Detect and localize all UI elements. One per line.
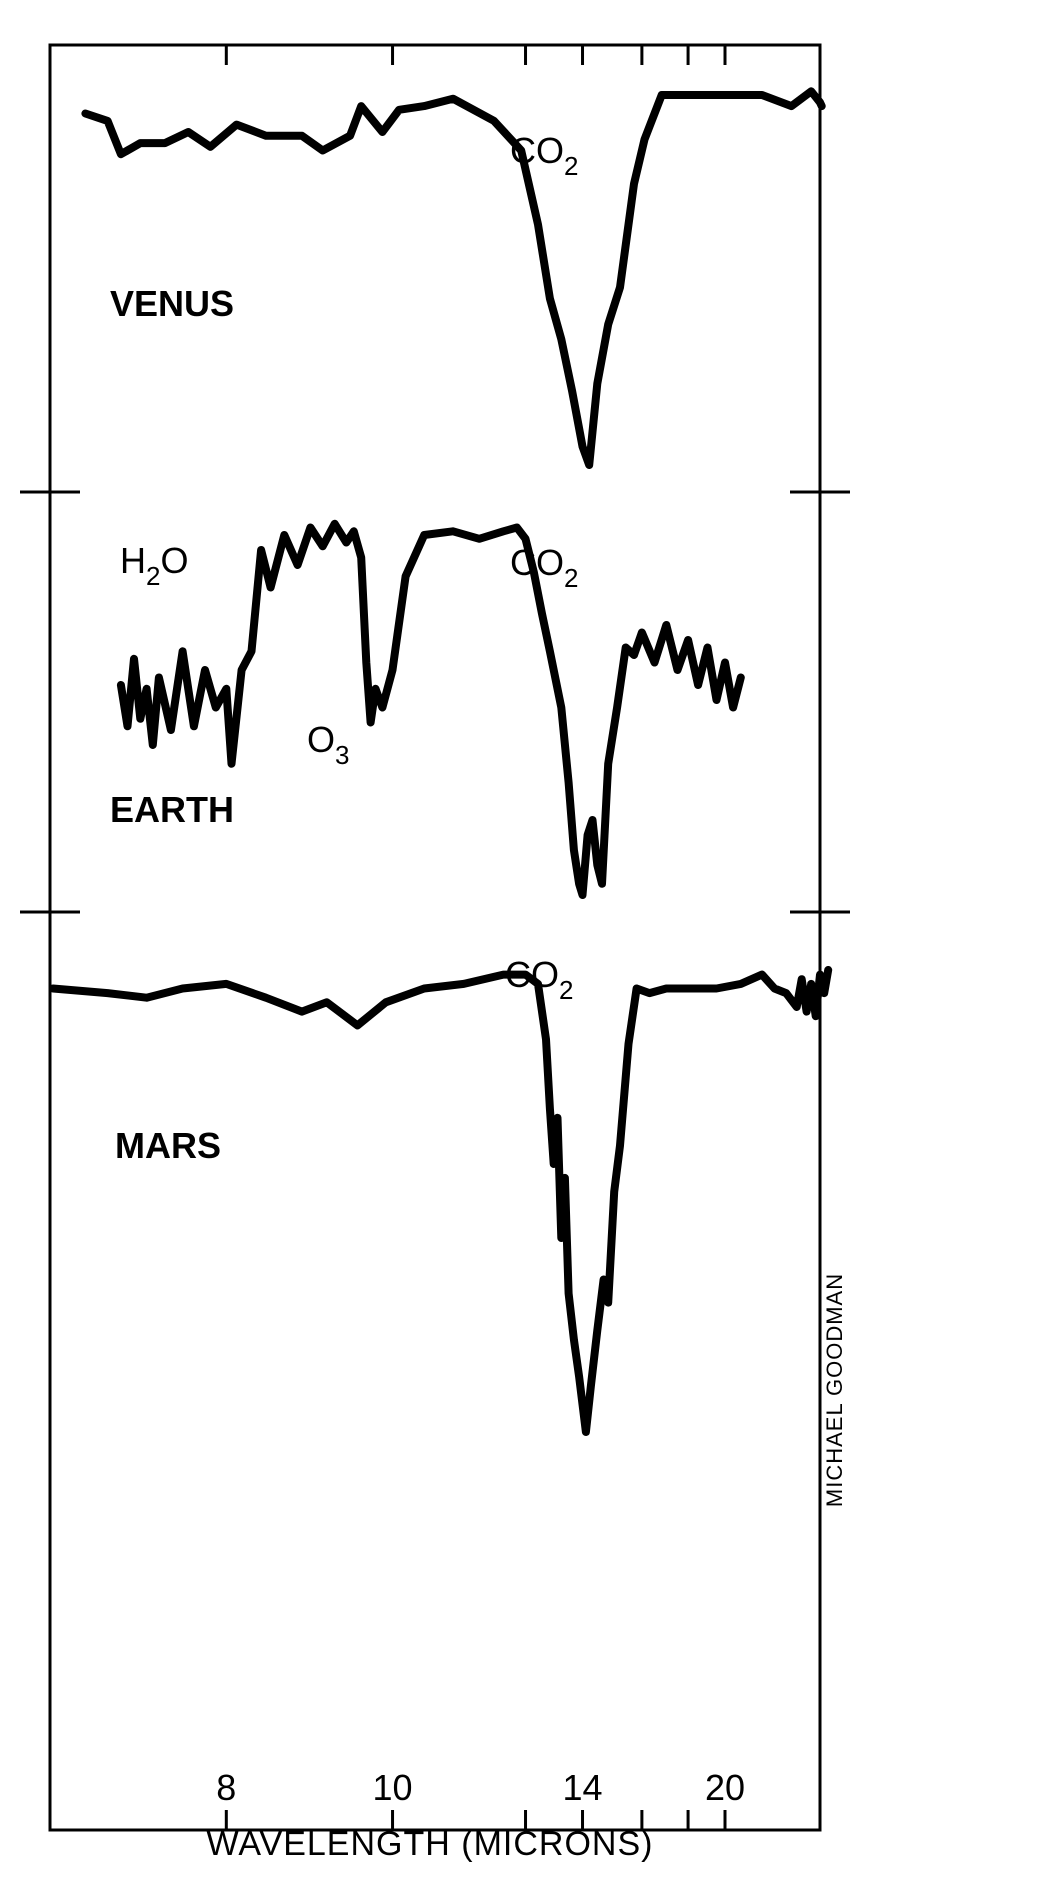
molecule-label: H2O <box>120 540 188 591</box>
spectrum-line-earth <box>116 519 745 899</box>
molecule-label: CO2 <box>510 130 578 181</box>
spectrum-curves <box>49 87 833 1436</box>
x-tick-label: 8 <box>216 1767 236 1808</box>
panel-label-mars: MARS <box>115 1125 221 1166</box>
molecule-annotations: CO2 H2O O3 CO2 CO2 <box>120 130 578 1005</box>
molecule-label: O3 <box>307 719 349 770</box>
x-tick-label: 10 <box>373 1767 413 1808</box>
outer-frame <box>48 43 822 1832</box>
x-axis-title: WAVELENGTH (MICRONS) <box>207 1825 654 1863</box>
spectrum-line-mars <box>49 966 833 1436</box>
panel-label-earth: EARTH <box>110 789 234 830</box>
molecule-label: CO2 <box>505 954 573 1005</box>
x-axis-ticks <box>224 45 727 1830</box>
molecule-label: CO2 <box>510 542 578 593</box>
x-tick-label: 14 <box>562 1767 602 1808</box>
panel-frames <box>20 43 850 1832</box>
x-tick-label: 20 <box>705 1767 745 1808</box>
x-tick-labels: 8 10 14 20 <box>216 1767 745 1808</box>
panel-labels: VENUS EARTH MARS <box>110 283 234 1166</box>
artist-credit: MICHAEL GOODMAN <box>822 1273 847 1507</box>
spectrum-line-venus <box>81 87 826 469</box>
planetary-infrared-spectra-figure: VENUS EARTH MARS CO2 H2O O3 CO2 CO2 8 10 14 20 WA… <box>20 43 850 1863</box>
panel-label-venus: VENUS <box>110 283 234 324</box>
